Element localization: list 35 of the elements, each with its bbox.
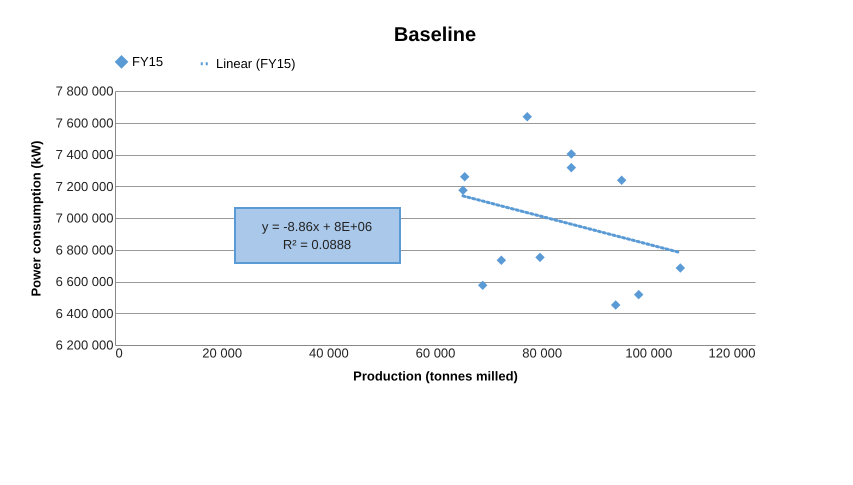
x-tick-label: 120 000 bbox=[708, 346, 756, 360]
point bbox=[460, 172, 470, 182]
y-tick-label: 7 200 000 bbox=[56, 178, 114, 194]
y-tick-label: 7 600 000 bbox=[56, 115, 114, 130]
point bbox=[676, 263, 686, 273]
point bbox=[610, 300, 620, 310]
annotation: R² = 0.0888 bbox=[282, 237, 352, 252]
point bbox=[634, 290, 644, 300]
legend-label: Linear (FY15) bbox=[216, 56, 296, 71]
point bbox=[522, 112, 532, 122]
point bbox=[616, 175, 626, 185]
point bbox=[535, 252, 545, 262]
y-axis-title: Power consumption (kW) bbox=[28, 140, 44, 296]
annotation: y = -8.86x + 8E+06 bbox=[262, 219, 372, 234]
y-tick-label: 6 200 000 bbox=[56, 338, 114, 352]
point bbox=[458, 185, 468, 195]
x-tick-label: 20 000 bbox=[202, 346, 242, 360]
chart-title: Baseline bbox=[394, 24, 476, 46]
legend-label: FY15 bbox=[132, 54, 164, 69]
point bbox=[496, 255, 506, 265]
y-tick-label: 7 000 000 bbox=[56, 210, 114, 226]
x-tick-label: 40 000 bbox=[308, 346, 349, 360]
y-tick-label: 6 600 000 bbox=[56, 274, 114, 289]
x-axis-title: Production (tonnes milled) bbox=[353, 368, 518, 384]
point bbox=[566, 149, 576, 159]
x-tick-label: 100 000 bbox=[625, 346, 672, 360]
y-tick-label: 6 400 000 bbox=[56, 306, 114, 321]
point bbox=[478, 280, 488, 290]
y-tick-label: 7 400 000 bbox=[56, 147, 114, 162]
point bbox=[566, 162, 576, 172]
y-tick-label: 6 800 000 bbox=[56, 242, 114, 258]
y-tick-label: 7 800 000 bbox=[56, 84, 114, 98]
x-tick-label: 80 000 bbox=[522, 346, 562, 360]
x-tick-label: 60 000 bbox=[416, 346, 456, 360]
x-tick-label: 0 bbox=[116, 346, 123, 360]
